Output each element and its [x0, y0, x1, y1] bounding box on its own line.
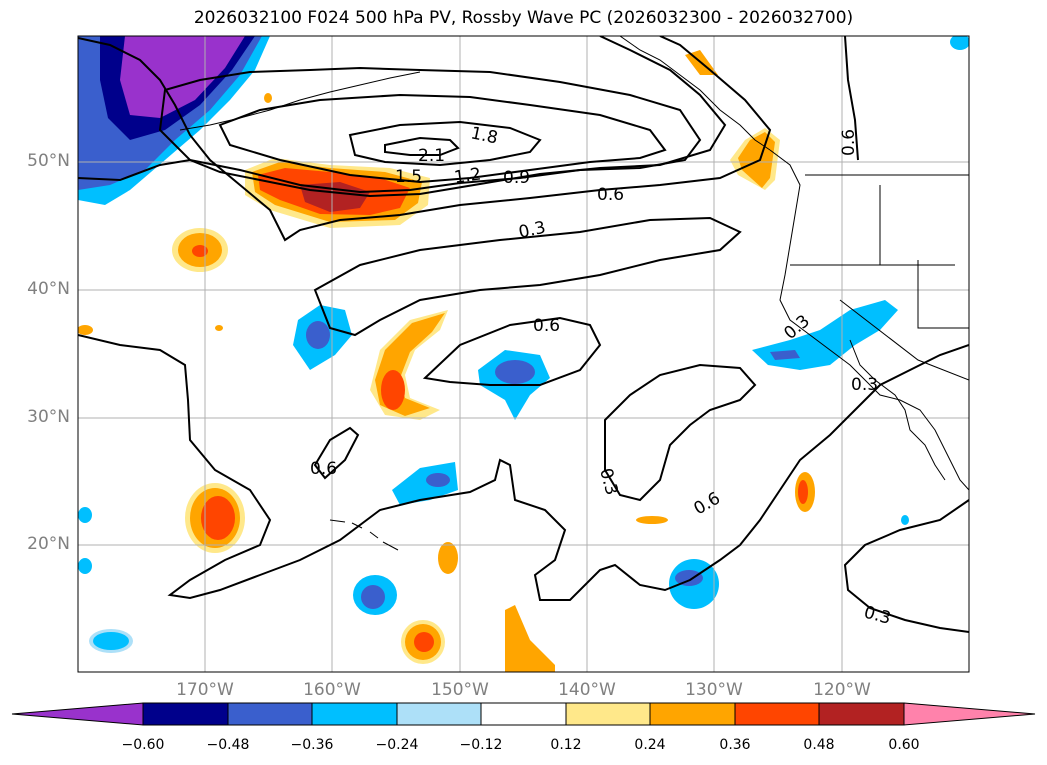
colorbar-label-7: 0.24	[634, 737, 666, 753]
colorbar	[11, 702, 1036, 726]
colorbar-label-3: −0.36	[290, 737, 334, 753]
pv-anomaly-band-c	[300, 182, 370, 212]
contour-label-1-2: 1.2	[453, 164, 483, 188]
coastline-aleutians	[179, 71, 421, 131]
coastline-na-west	[769, 149, 969, 491]
contour-1-5	[218, 93, 667, 184]
colorbar-label-9: 0.48	[803, 737, 835, 753]
contour-0-6-center	[422, 316, 602, 386]
contour-label-2-1: 2.1	[418, 146, 445, 166]
pv-anomaly-blob9b	[93, 632, 129, 650]
pv-anomaly-coast3b	[770, 350, 800, 360]
colorbar-label-6: 0.12	[550, 737, 582, 753]
lat-label-30n: 30°N	[27, 407, 70, 427]
pv-anomaly-blob8c	[414, 632, 434, 652]
contour-label-1-5: 1.5	[395, 167, 422, 187]
contour-label-0-6-c: 0.6	[310, 459, 337, 479]
coastline-baja	[849, 339, 946, 481]
colorbar-bin-7	[649, 702, 736, 726]
pv-anomaly-blob5c	[201, 496, 235, 540]
colorbar-label-8: 0.36	[719, 737, 751, 753]
colorbar-label-1: −0.60	[121, 737, 165, 753]
contour-labels: 2.1 1.8 1.5 1.2 0.9 0.6 0.3 0.6 0.6 0.3 …	[310, 123, 893, 629]
contour-1-8	[348, 120, 542, 167]
pv-anomaly-blob16	[78, 558, 92, 574]
contour-label-0-9: 0.9	[503, 168, 530, 188]
pv-anomaly-blob15	[78, 507, 92, 523]
pv-anomaly-blob20	[950, 36, 969, 50]
colorbar-extend-right	[903, 702, 1036, 726]
lat-label-20n: 20°N	[27, 534, 70, 554]
contour-0-6-small	[313, 426, 360, 480]
colorbar-bin-2	[227, 702, 313, 726]
lon-label-160w: 160°W	[303, 680, 361, 700]
lon-label-140w: 140°W	[558, 680, 616, 700]
colorbar-bin-4	[396, 702, 482, 726]
contour-label-0-3-d: 0.3	[851, 375, 878, 395]
contour-0-6-east	[844, 36, 859, 161]
pv-anomaly-blob14	[78, 325, 93, 335]
lon-label-150w: 150°W	[431, 680, 489, 700]
pv-anomaly-blob11b	[675, 570, 703, 586]
pv-anomaly-blob7b	[361, 585, 385, 609]
pv-anomaly-blob10	[505, 605, 555, 672]
lon-label-120w: 120°W	[813, 680, 871, 700]
colorbar-bin-1	[142, 702, 229, 726]
border-states-3	[917, 260, 969, 329]
contour-2-1	[384, 136, 460, 156]
colorbar-label-10: 0.60	[888, 737, 920, 753]
contour-0-3-se	[843, 499, 969, 633]
contour-label-0-6-e: 0.6	[839, 129, 859, 156]
contour-0-6-north	[78, 36, 772, 242]
contour-0-9	[78, 36, 727, 198]
map-frame	[77, 35, 970, 673]
pv-anomaly-coast2b	[738, 132, 775, 188]
pv-anomaly-blob17	[215, 325, 223, 331]
pv-anomaly-blob19	[901, 515, 909, 525]
pv-anomaly-blob3b	[495, 360, 535, 384]
coastline-alaska	[619, 36, 771, 151]
pv-anomaly-crescent-c	[381, 370, 405, 410]
colorbar-label-4: −0.24	[375, 737, 419, 753]
pv-anomaly-blob4b	[426, 473, 450, 487]
contour-label-0-6-b: 0.6	[533, 316, 560, 336]
contours	[78, 36, 969, 633]
pv-anomaly-blob2b	[306, 321, 330, 349]
coastline-hawaii	[329, 519, 399, 551]
colorbar-bin-9	[818, 702, 905, 726]
map-title: 2026032100 F024 500 hPa PV, Rossby Wave …	[193, 8, 854, 28]
pv-anomaly-blob18	[264, 93, 272, 103]
pv-anomaly-blob13b	[798, 480, 808, 504]
lat-label-50n: 50°N	[27, 151, 70, 171]
colorbar-bin-8	[734, 702, 820, 726]
coastlines	[179, 36, 969, 551]
pv-anomaly-blob4	[392, 462, 458, 505]
colorbar-bin-3	[311, 702, 398, 726]
contour-1-2	[158, 66, 702, 194]
pv-anomaly-blob6	[438, 542, 458, 574]
pv-anomaly-blob12	[636, 516, 668, 524]
contour-0-3-south	[78, 334, 969, 601]
lat-label-40n: 40°N	[27, 279, 70, 299]
pv-anomaly-blob1c	[192, 245, 208, 257]
lon-label-130w: 130°W	[685, 680, 743, 700]
colorbar-extend-left	[11, 702, 144, 726]
contour-0-3-loop	[604, 363, 757, 502]
colorbar-bin-5	[480, 702, 567, 726]
lon-label-170w: 170°W	[176, 680, 234, 700]
contour-label-0-6-a: 0.6	[597, 185, 624, 205]
border-states-4	[839, 299, 969, 381]
gridlines	[78, 36, 969, 672]
contour-0-3	[313, 216, 742, 337]
colorbar-label-5: −0.12	[459, 737, 503, 753]
colorbar-label-2: −0.48	[206, 737, 250, 753]
pv-anomaly-nw-core3	[120, 36, 245, 118]
colorbar-bin-6	[565, 702, 651, 726]
